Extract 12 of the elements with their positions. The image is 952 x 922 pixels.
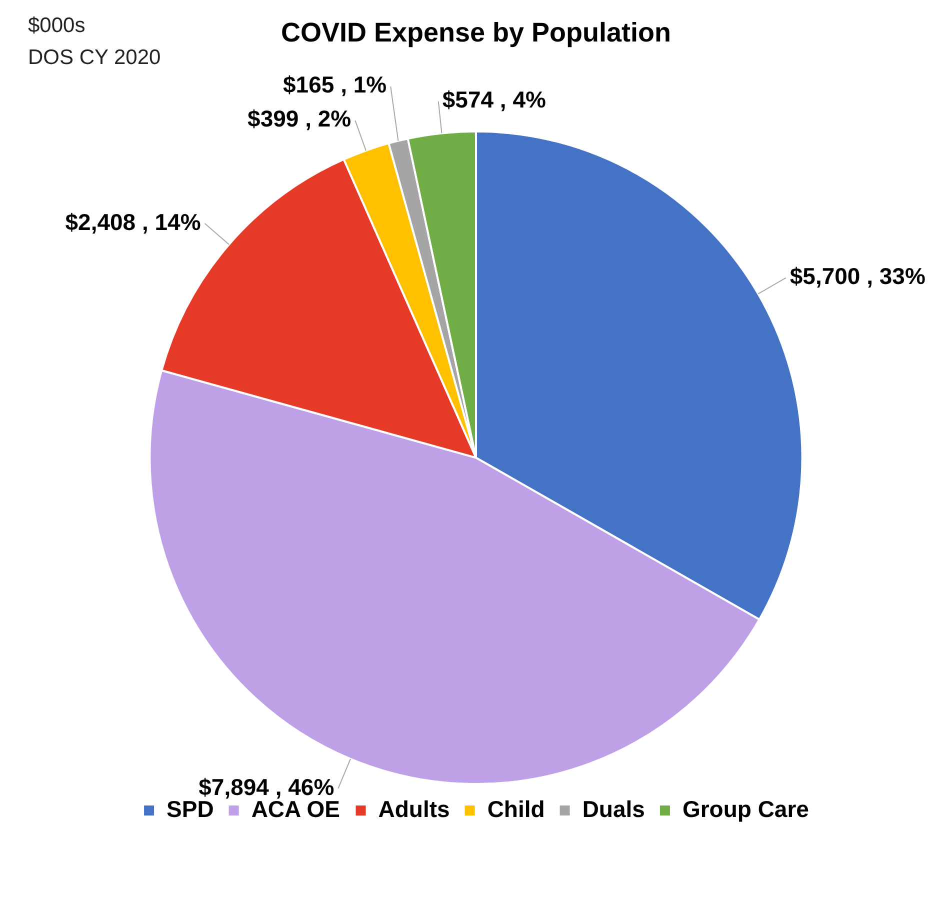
data-label: $574 , 4%	[442, 86, 546, 113]
chart-title: COVID Expense by Population	[280, 18, 672, 48]
text: $000s	[28, 14, 86, 38]
data-label: $399 , 2%	[248, 106, 352, 132]
text: DOS CY 2020	[28, 46, 161, 70]
legend-label: Adults	[378, 796, 450, 822]
data-label: $5,700 , 33%	[790, 263, 926, 290]
data-label: $2,408 , 14%	[65, 208, 201, 235]
legend-label: Child	[487, 796, 545, 822]
legend-label: Group Care	[682, 796, 809, 822]
legend-label: Duals	[582, 796, 645, 822]
data-label: $165 , 1%	[283, 72, 387, 98]
